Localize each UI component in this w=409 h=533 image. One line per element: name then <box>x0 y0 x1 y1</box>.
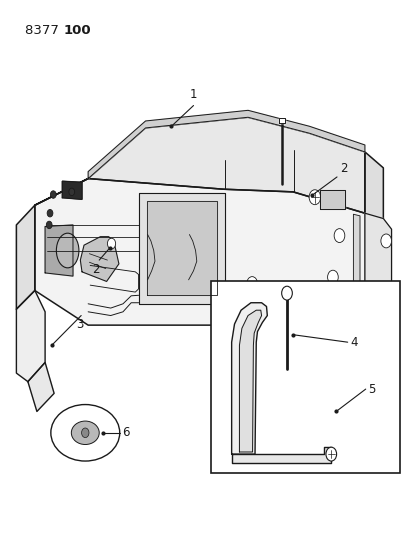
Circle shape <box>376 294 387 308</box>
Text: 3: 3 <box>76 318 83 331</box>
Polygon shape <box>16 205 35 309</box>
Polygon shape <box>353 214 359 304</box>
Circle shape <box>281 286 292 300</box>
Circle shape <box>327 270 337 284</box>
Circle shape <box>50 191 56 198</box>
Circle shape <box>308 190 320 205</box>
Polygon shape <box>139 193 224 304</box>
Ellipse shape <box>56 233 79 268</box>
Polygon shape <box>28 362 54 411</box>
Text: 2: 2 <box>92 263 99 276</box>
Polygon shape <box>62 181 82 199</box>
Ellipse shape <box>71 421 99 445</box>
Circle shape <box>325 447 336 461</box>
Text: 100: 100 <box>63 24 91 37</box>
Circle shape <box>69 188 74 196</box>
Polygon shape <box>35 179 364 346</box>
Text: 5: 5 <box>367 383 375 395</box>
Polygon shape <box>364 152 382 322</box>
Polygon shape <box>88 110 364 179</box>
Circle shape <box>301 284 311 298</box>
Text: 1: 1 <box>189 88 197 101</box>
Polygon shape <box>146 201 217 295</box>
Polygon shape <box>35 117 364 213</box>
Polygon shape <box>80 237 119 281</box>
Polygon shape <box>319 190 344 209</box>
Circle shape <box>380 234 391 248</box>
Polygon shape <box>278 118 285 123</box>
Circle shape <box>46 221 52 229</box>
Polygon shape <box>364 213 391 322</box>
Circle shape <box>333 229 344 243</box>
Circle shape <box>47 209 53 217</box>
Text: 6: 6 <box>122 426 129 439</box>
Circle shape <box>81 428 89 438</box>
Text: 4: 4 <box>350 336 357 349</box>
Ellipse shape <box>51 405 119 461</box>
Polygon shape <box>45 225 73 276</box>
Circle shape <box>107 238 115 249</box>
Text: 8377: 8377 <box>25 24 63 37</box>
Circle shape <box>270 282 280 296</box>
Polygon shape <box>231 303 267 454</box>
Polygon shape <box>231 447 330 463</box>
Polygon shape <box>239 310 261 452</box>
Text: 2: 2 <box>339 163 347 175</box>
Polygon shape <box>16 290 45 382</box>
Bar <box>211 281 399 473</box>
Circle shape <box>246 277 257 290</box>
